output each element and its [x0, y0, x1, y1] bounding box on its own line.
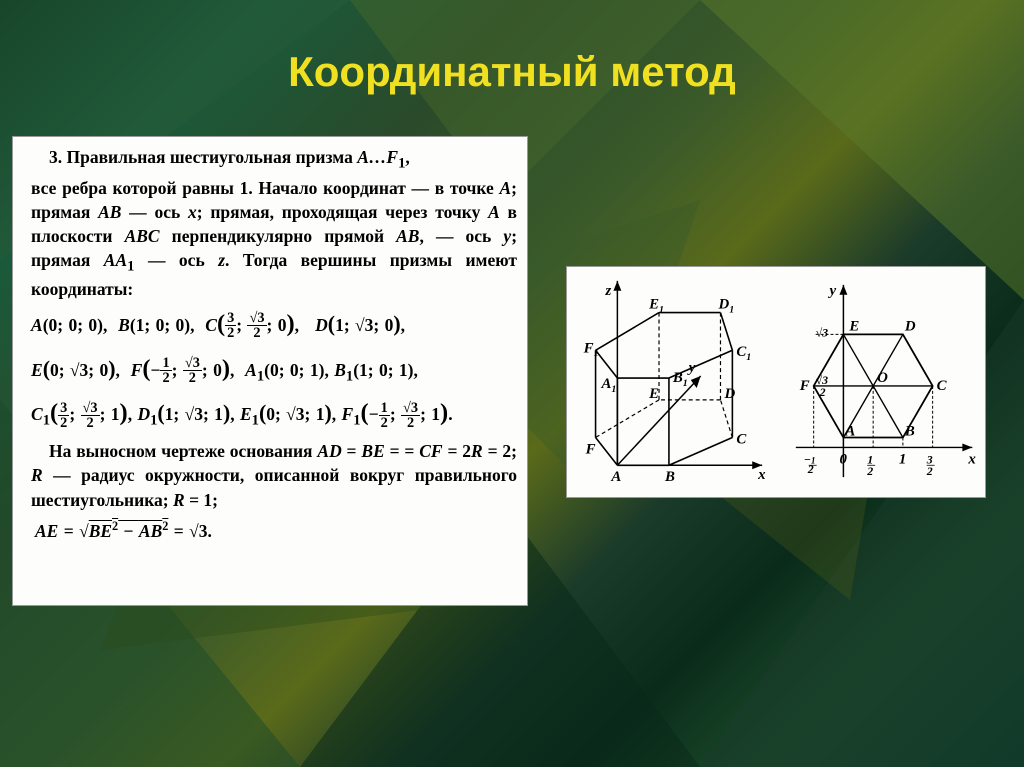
svg-text:0: 0	[839, 451, 847, 467]
svg-text:C: C	[937, 378, 948, 394]
prism-3d: z x y	[583, 281, 766, 485]
svg-text:B: B	[664, 469, 675, 485]
svg-text:E: E	[848, 318, 859, 334]
coordinates-row-2: E(0; √3; 0), F(−12; √32; 0), A1(0; 0; 1)…	[31, 352, 517, 387]
svg-text:C1: C1	[736, 344, 751, 363]
diagrams-svg: z x y	[567, 267, 985, 497]
problem-number: 3.	[49, 147, 62, 167]
svg-text:2: 2	[926, 464, 933, 478]
intro-text: Правильная шестиугольная призма	[67, 147, 353, 167]
svg-text:x: x	[757, 467, 766, 483]
svg-text:z: z	[604, 283, 611, 299]
svg-text:O: O	[877, 370, 888, 386]
diagram-panel: z x y	[566, 266, 986, 498]
svg-text:D: D	[904, 318, 916, 334]
coordinates-row-1: A(0; 0; 0), B(1; 0; 0), C(32; √32; 0), D…	[31, 307, 517, 342]
svg-text:F: F	[585, 441, 596, 457]
text-panel: 3. Правильная шестиугольная призма A…F1,…	[12, 136, 528, 606]
svg-text:A: A	[610, 469, 621, 485]
svg-text:F1: F1	[583, 340, 599, 359]
svg-text:A: A	[844, 424, 855, 440]
body-text-2: На выносном чертеже основания AD = BE = …	[31, 439, 517, 511]
formula-ae: AE = √BE2 − AB2 = √3.	[35, 518, 517, 543]
svg-text:C: C	[736, 431, 747, 447]
svg-text:E: E	[648, 386, 659, 402]
svg-text:2: 2	[807, 462, 814, 476]
slide-title: Координатный метод	[0, 48, 1024, 96]
svg-text:A1: A1	[601, 376, 617, 395]
svg-text:B1: B1	[672, 370, 688, 389]
hexagon-2d: y x O A B C D E F	[796, 283, 977, 478]
coordinates-row-3: C1(32; √32; 1), D1(1; √3; 1), E1(0; √3; …	[31, 396, 517, 431]
svg-text:x: x	[967, 451, 976, 467]
svg-text:√3: √3	[816, 325, 829, 339]
svg-text:1: 1	[899, 451, 906, 467]
svg-text:2: 2	[819, 385, 826, 399]
svg-text:2: 2	[866, 464, 873, 478]
svg-text:E1: E1	[648, 297, 664, 316]
svg-text:B: B	[904, 424, 915, 440]
svg-text:F: F	[799, 378, 810, 394]
body-text-1: все ребра которой равны 1. Начало коорди…	[31, 176, 517, 301]
svg-text:D: D	[723, 386, 735, 402]
svg-text:y: y	[828, 283, 837, 299]
